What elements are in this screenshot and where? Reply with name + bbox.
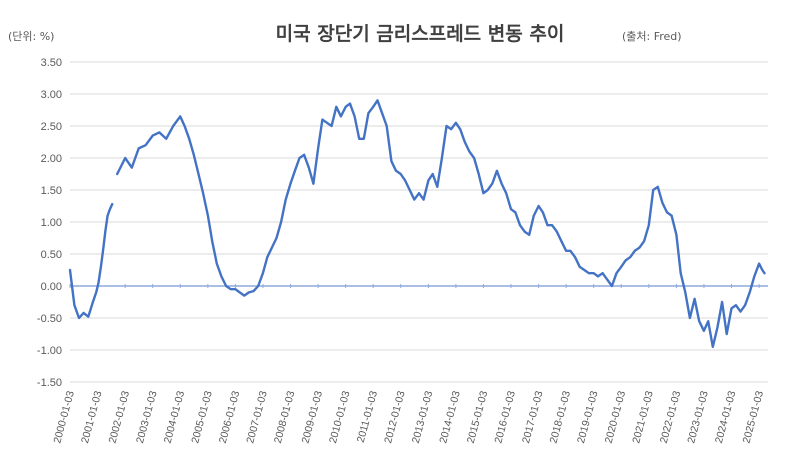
y-tick-label: 2.50 bbox=[41, 121, 62, 133]
y-tick-label: 3.00 bbox=[41, 89, 62, 101]
x-tick-label: 2006-01-03 bbox=[217, 390, 243, 445]
x-tick-label: 2022-01-03 bbox=[658, 390, 684, 445]
x-tick-label: 2005-01-03 bbox=[189, 390, 215, 445]
x-tick-label: 2002-01-03 bbox=[107, 390, 133, 445]
x-tick-label: 2001-01-03 bbox=[79, 390, 105, 445]
x-tick-label: 2011-01-03 bbox=[355, 390, 380, 444]
y-tick-label: -0.50 bbox=[37, 313, 62, 325]
source-label: (출처: Fred) bbox=[622, 30, 682, 43]
x-tick-label: 2013-01-03 bbox=[410, 390, 436, 445]
x-tick-label: 2016-01-03 bbox=[492, 390, 518, 445]
x-tick-label: 2017-01-03 bbox=[520, 390, 546, 445]
y-tick-label: -1.50 bbox=[37, 377, 62, 389]
x-tick-label: 2019-01-03 bbox=[575, 390, 601, 445]
x-tick-label: 2024-01-03 bbox=[713, 390, 739, 445]
x-axis: 2000-01-03 2001-01-03 2002-01-03 2003-01-03… bbox=[51, 284, 768, 445]
x-tick-label: 2008-01-03 bbox=[272, 390, 298, 445]
y-tick-label: 1.00 bbox=[41, 217, 62, 229]
x-tick-label: 2021-01-03 bbox=[630, 390, 656, 445]
gridlines bbox=[70, 61, 768, 383]
unit-label: (단위: %) bbox=[8, 30, 54, 43]
series-layer bbox=[68, 99, 766, 348]
y-tick-label: 0.50 bbox=[41, 249, 62, 261]
y-tick-label: 3.50 bbox=[41, 57, 62, 69]
x-tick-label: 2018-01-03 bbox=[548, 390, 574, 445]
series-line bbox=[115, 115, 315, 297]
x-tick-label: 2010-01-03 bbox=[327, 390, 353, 445]
y-tick-label: 0.00 bbox=[41, 281, 62, 293]
x-tick-label: 2007-01-03 bbox=[244, 390, 270, 445]
x-tick-label: 2009-01-03 bbox=[300, 390, 326, 445]
x-tick-label: 2003-01-03 bbox=[134, 390, 160, 445]
y-axis: 3.50 3.00 2.50 2.00 1.50 1.00 0.50 0.00 -0.50 -1.… bbox=[37, 57, 62, 389]
x-tick-label: 2012-01-03 bbox=[382, 390, 408, 445]
y-tick-label: 1.50 bbox=[41, 185, 62, 197]
x-tick-label: 2025-01-03 bbox=[740, 390, 766, 445]
x-tick-label: 2023-01-03 bbox=[685, 390, 711, 445]
chart-title: 미국 장단기 금리스프레드 변동 추이 bbox=[276, 23, 565, 45]
x-tick-label: 2020-01-03 bbox=[603, 390, 629, 445]
y-tick-label: -1.00 bbox=[37, 345, 62, 357]
series-line bbox=[68, 202, 114, 320]
x-tick-label: 2014-01-03 bbox=[437, 390, 463, 445]
x-tick-label: 2004-01-03 bbox=[162, 390, 188, 445]
series-line bbox=[312, 99, 766, 348]
x-tick-label: 2000-01-03 bbox=[51, 390, 77, 445]
y-tick-label: 2.00 bbox=[41, 153, 62, 165]
x-tick-label: 2015-01-03 bbox=[465, 390, 491, 445]
